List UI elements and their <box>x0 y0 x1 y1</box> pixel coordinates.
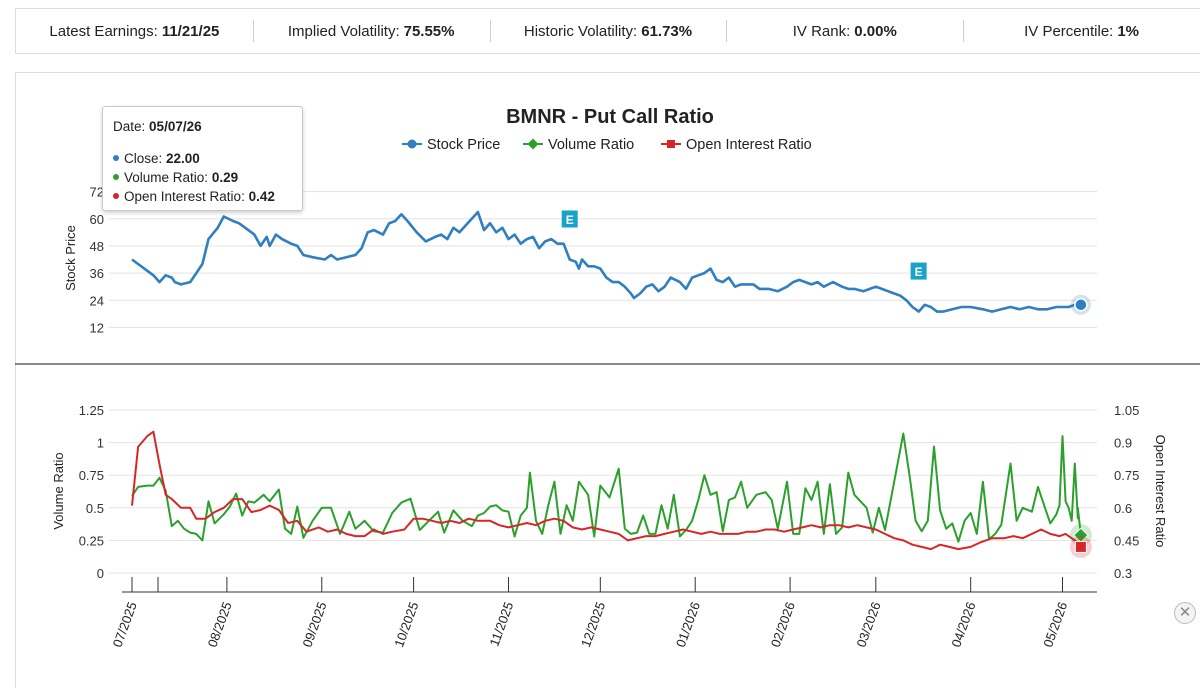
stat-implied-volatility: Implied Volatility: 75.55% <box>252 9 490 53</box>
chart-title: BMNR - Put Call Ratio <box>506 106 714 128</box>
x-tick-label: 02/2026 <box>768 600 798 649</box>
series-line-oi[interactable] <box>131 430 1082 551</box>
tooltip-close-value: 22.00 <box>166 151 200 166</box>
tooltip-close-row: Close: 22.00 <box>113 149 292 168</box>
legend-circle-icon <box>407 139 417 149</box>
legend-label: Volume Ratio <box>548 137 634 153</box>
stat-label: Implied Volatility: <box>287 22 400 40</box>
oi-tick-label: 1.05 <box>1114 403 1139 418</box>
stat-label: Latest Earnings: <box>49 22 158 40</box>
price-gridlines <box>109 191 1097 328</box>
price-tick-label: 60 <box>90 212 104 227</box>
earnings-marker-label: E <box>566 213 574 227</box>
oi-tick-label: 0.3 <box>1114 566 1132 581</box>
stat-value: 75.55% <box>403 22 455 40</box>
x-tick-label: 10/2025 <box>391 600 421 649</box>
legend-diamond-icon <box>527 138 539 150</box>
chart-tooltip: Date: 05/07/26 Close: 22.00 Volume Ratio… <box>102 106 303 211</box>
stat-label: IV Percentile: <box>1024 22 1114 40</box>
x-tick-label: 01/2026 <box>673 600 703 649</box>
stat-iv-rank: IV Rank: 0.00% <box>726 9 963 53</box>
price-tick-label: 36 <box>90 266 104 281</box>
volume-axis-title: Volume Ratio <box>51 452 66 529</box>
series-line-price[interactable] <box>131 210 1081 313</box>
chart-legend[interactable]: Stock Price Volume Ratio Open Interest Rat… <box>402 137 812 153</box>
chart-series[interactable] <box>131 210 1092 558</box>
tooltip-date-row: Date: 05/07/26 <box>113 117 292 136</box>
earnings-marker-icon[interactable] <box>910 262 927 280</box>
stat-value: 0.00% <box>854 22 897 40</box>
tooltip-date-value: 05/07/26 <box>149 119 202 134</box>
stock-dot-icon <box>113 155 119 161</box>
legend-item-price[interactable]: Stock Price <box>402 137 500 153</box>
x-tick-label: 09/2025 <box>299 600 329 649</box>
x-tick-label: 07/2025 <box>110 600 140 649</box>
legend-label: Stock Price <box>427 137 500 153</box>
stat-value: 11/21/25 <box>161 22 220 40</box>
oi-tick-label: 0.9 <box>1114 436 1132 451</box>
x-tick-label: 05/2026 <box>1040 600 1070 649</box>
axis-tick-labels: 12 24 36 48 60 72 0 0.25 0.5 0.75 1 1.25 0.3 0.45 0.6 0… <box>79 185 1140 581</box>
oi-point-marker[interactable] <box>1074 540 1087 553</box>
earnings-markers[interactable]: EE <box>561 210 927 280</box>
x-tick-label: 11/2025 <box>486 600 516 648</box>
earnings-marker-label: E <box>915 265 923 279</box>
volume-tick-label: 1.25 <box>79 403 104 418</box>
series-line-volume[interactable] <box>131 432 1082 543</box>
legend-item-oi[interactable]: Open Interest Ratio <box>661 137 812 153</box>
stat-label: Historic Volatility: <box>523 22 638 40</box>
tooltip-volume-label: Volume Ratio: <box>124 170 209 185</box>
tooltip-oi-label: Open Interest Ratio: <box>124 189 245 204</box>
stat-value: 1% <box>1117 22 1140 40</box>
x-tick-label: 12/2025 <box>578 600 608 649</box>
x-tick-label: 04/2026 <box>948 600 978 649</box>
price-tick-label: 72 <box>90 185 104 200</box>
stat-iv-percentile: IV Percentile: 1% <box>963 9 1200 53</box>
volume-tick-label: 0.5 <box>86 501 104 516</box>
oi-tick-label: 0.75 <box>1114 468 1139 483</box>
tooltip-oi-row: Open Interest Ratio: 0.42 <box>113 187 292 206</box>
x-tick-label: 08/2025 <box>205 600 235 649</box>
volume-tick-label: 0.75 <box>79 468 104 483</box>
stat-historic-volatility: Historic Volatility: 61.73% <box>489 9 727 53</box>
price-tick-label: 12 <box>90 320 104 335</box>
tooltip-close-label: Close: <box>124 151 163 166</box>
close-icon[interactable]: ✕ <box>1174 602 1196 624</box>
tooltip-date-label: Date: <box>113 119 146 134</box>
legend-item-volume[interactable]: Volume Ratio <box>523 137 634 153</box>
volume-dot-icon <box>113 174 119 180</box>
volume-tick-label: 0.25 <box>79 533 104 548</box>
stat-latest-earnings: Latest Earnings: 11/21/25 <box>16 9 253 53</box>
oi-dot-icon <box>113 193 119 199</box>
oi-tick-label: 0.6 <box>1114 501 1132 516</box>
lower-gridlines <box>109 409 1097 574</box>
price-tick-label: 24 <box>90 293 104 308</box>
x-axis: 07/2025 08/2025 09/2025 10/2025 11/2025 12/20… <box>110 577 1097 649</box>
volume-tick-label: 1 <box>97 436 104 451</box>
legend-label: Open Interest Ratio <box>686 137 812 153</box>
volume-tick-label: 0 <box>97 566 104 581</box>
stock-point-marker[interactable] <box>1074 298 1088 312</box>
x-tick-label: 03/2026 <box>853 600 883 649</box>
price-axis-title: Stock Price <box>63 225 78 291</box>
tooltip-volume-value: 0.29 <box>211 170 239 185</box>
oi-axis-title: Open Interest Ratio <box>1153 435 1168 548</box>
earnings-marker-icon[interactable] <box>561 210 578 228</box>
stat-label: IV Rank: <box>792 22 851 40</box>
stats-bar: Latest Earnings: 11/21/25 Implied Volatil… <box>15 8 1200 54</box>
stat-value: 61.73% <box>641 22 693 40</box>
tooltip-volume-row: Volume Ratio: 0.29 <box>113 168 292 187</box>
oi-tick-label: 0.45 <box>1114 533 1139 548</box>
tooltip-oi-value: 0.42 <box>248 189 275 204</box>
legend-square-icon <box>667 140 675 148</box>
price-tick-label: 48 <box>90 239 104 254</box>
